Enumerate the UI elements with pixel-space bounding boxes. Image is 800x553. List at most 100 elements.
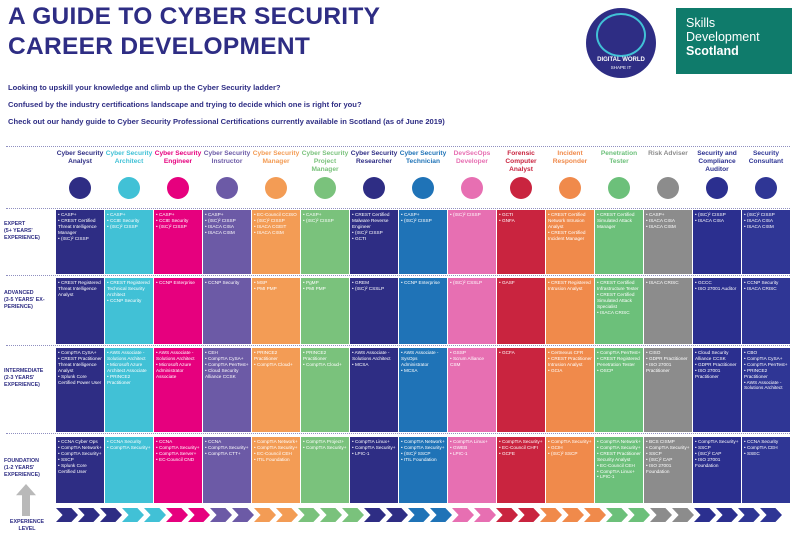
cert-item: • CompTIA Network+ — [254, 439, 298, 444]
cert-item: • Splunk Core Certified Power User — [58, 373, 102, 385]
cert-item: • CREST Registered Threat Intelligence A… — [58, 280, 101, 297]
column-header-cyber-security-technician: Cyber Security Technician — [399, 150, 447, 199]
cert-item: • CREST Certified Simulated Attack Manag… — [597, 212, 635, 229]
column-header-incident-responder: Incident Responder — [546, 150, 594, 199]
cert-item: • CompTIA Project+ — [303, 439, 345, 444]
cert-item: • (ISC)² CISSP — [205, 217, 236, 223]
cert-box-advanced: • CCNP Enterprise — [399, 278, 447, 344]
cert-item: • CREST Certified Malware Reverse Engine… — [352, 212, 390, 229]
cert-box-foundation: • CCNA Security • CompTIA Security+ — [105, 437, 153, 503]
cert-item: • ISACA CISA — [695, 217, 724, 223]
chevron-icon — [364, 508, 386, 522]
cert-box-advanced: • CREST Certified Infrastructure Tester •… — [595, 278, 643, 344]
cert-item: • CBO — [744, 350, 758, 355]
cert-box-foundation: • CompTIA Network+ • CompTIA Security+ • (… — [399, 437, 447, 503]
chevron-icon — [496, 508, 518, 522]
cert-box-foundation: • CompTIA Linux+ • GWEB • LPIC-1 — [448, 437, 496, 503]
target-icon — [608, 177, 630, 199]
title-line-1: A GUIDE TO CYBER SECURITY — [8, 3, 381, 30]
cert-item: • ISACA CRISC — [597, 309, 630, 315]
cert-item: • ISACA CISA — [744, 217, 773, 223]
column-title: Cyber Security Researcher — [350, 150, 398, 165]
column-title: Cyber Security Technician — [399, 150, 447, 165]
cert-item: • GCIH — [548, 444, 563, 450]
chevron-icon — [122, 508, 144, 522]
cert-item: • CCNA — [205, 439, 222, 444]
cert-item: • SSCP — [58, 456, 74, 462]
cert-item: • GCTI — [352, 235, 367, 241]
cert-item: • PRINCE2 Practitioner — [303, 350, 327, 361]
chevron-icon — [430, 508, 452, 522]
chevron-icon — [628, 508, 650, 522]
laptop-icon — [412, 177, 434, 199]
cert-item: • CCIE Security — [156, 217, 189, 223]
cert-item: • CASP+ — [303, 212, 322, 217]
column-title: Cyber Security Manager — [252, 150, 300, 165]
chart-icon — [657, 177, 679, 199]
cert-item: • CompTIA CySA+ — [58, 350, 97, 355]
cert-item: • (ISC)² CSSLP — [352, 285, 385, 291]
cert-box-intermediate: • Cloud Security Alliance CCSK • GDPR Pra… — [693, 348, 741, 432]
chevron-icon — [100, 508, 122, 522]
cert-item: • ITIL Foundation — [254, 456, 290, 462]
column-header-cyber-security-architect: Cyber Security Architect — [105, 150, 153, 199]
cert-box-advanced: • CCNP Security • ISACA CRISC — [742, 278, 790, 344]
cert-item: • CompTIA CEH — [744, 444, 778, 450]
cert-box-advanced: • CREST Registered Technical Security Ar… — [105, 278, 153, 344]
cert-item: • LPIC-1 — [352, 450, 370, 456]
chevron-icon — [694, 508, 716, 522]
chevron-icon — [452, 508, 474, 522]
column-header-cyber-security-researcher: Cyber Security Researcher — [350, 150, 398, 199]
cert-item: • CREST Practitioner Intrusion Analyst — [548, 355, 592, 367]
cert-box-expert: • CREST Certified Network Intrusion Anal… — [546, 210, 594, 274]
network-icon — [265, 177, 287, 199]
cert-item: • GCFE — [499, 450, 515, 456]
cert-item: • (ISC)² SSCP — [401, 450, 431, 456]
cert-item: • CompTIA Linux+ — [352, 439, 390, 444]
cert-item: • CCNP Security — [205, 280, 240, 285]
cert-item: • Splunk Core Certified User — [58, 462, 87, 474]
cert-box-intermediate: • AWS Associate - Solutions Architect • M… — [350, 348, 398, 432]
digital-world-logo-tagline: SHAPE IT — [610, 65, 632, 70]
cert-item: • CASP+ — [156, 212, 175, 217]
cert-item: • CompTIA Security+ — [499, 439, 543, 444]
cert-item: • CompTIA Security+ — [303, 444, 347, 450]
cert-item: • CCNP Enterprise — [156, 280, 195, 285]
cert-item: • (ISC)² CAP — [695, 450, 722, 456]
cert-item: • EC-Council CND — [156, 456, 195, 462]
cert-box-intermediate: • Certnexus CFR • CREST Practitioner Intr… — [546, 348, 594, 432]
cert-item: • PRINCE2 Practitioner — [254, 350, 278, 361]
chevron-icon — [144, 508, 166, 522]
cert-item: • Microsoft Azure Architect Associate — [107, 361, 147, 373]
cert-item: • CCNP Security — [744, 280, 779, 285]
chevron-icon — [254, 508, 276, 522]
cert-item: • CompTIA CTT+ — [205, 450, 241, 456]
cert-item: • LPIC-1 — [597, 474, 615, 480]
cert-box-intermediate: • AWS Associate - SysOps Administrator • … — [399, 348, 447, 432]
cert-item: • EC-Council CEH — [254, 450, 292, 456]
cert-item: • CEH — [205, 350, 218, 355]
cert-item: • CompTIA Security+ — [352, 444, 396, 450]
skills-development-scotland-logo: Skills Development Scotland — [676, 8, 792, 74]
cert-box-intermediate: • PRINCE2 Practitioner • CompTIA Cloud+ — [301, 348, 349, 432]
cert-item: • BCS CISMP — [646, 439, 675, 444]
cert-item: • CompTIA Security+ — [646, 444, 690, 450]
cert-item: • GCCC — [695, 280, 712, 285]
cert-box-foundation: • CompTIA Network+ • CompTIA Security+ • E… — [252, 437, 300, 503]
chevron-icon — [386, 508, 408, 522]
cert-box-intermediate: • CompTIA CySA+ • CREST Practitioner Thre… — [56, 348, 104, 432]
chevron-icon — [188, 508, 210, 522]
teacher-icon — [216, 177, 238, 199]
title-line-2: CAREER DEVELOPMENT — [8, 33, 311, 60]
cert-box-expert: • (ISC)² CISSP — [448, 210, 496, 274]
cert-item: • GDPR Practitioner — [646, 355, 688, 361]
cert-box-expert: • (ISC)² CISSP • ISACA CISA • ISACA CISM — [742, 210, 790, 274]
cert-item: • (ISC)² CISSP — [254, 217, 285, 223]
cert-item: • (ISC)² CISSP — [401, 217, 432, 223]
cert-item: • CompTIA Network+ — [597, 439, 641, 444]
cert-item: • SSCP — [646, 450, 662, 456]
level-label-foundation: FOUNDATION (1-2 YEARS' EXPERIENCE) — [4, 458, 40, 478]
cert-item: • CREST Certified Incident Manager — [548, 229, 586, 241]
cert-box-expert: • CASP+ • CCIE Security • (ISC)² CISSP — [154, 210, 202, 274]
cert-item: • PMI PMP — [303, 285, 326, 291]
